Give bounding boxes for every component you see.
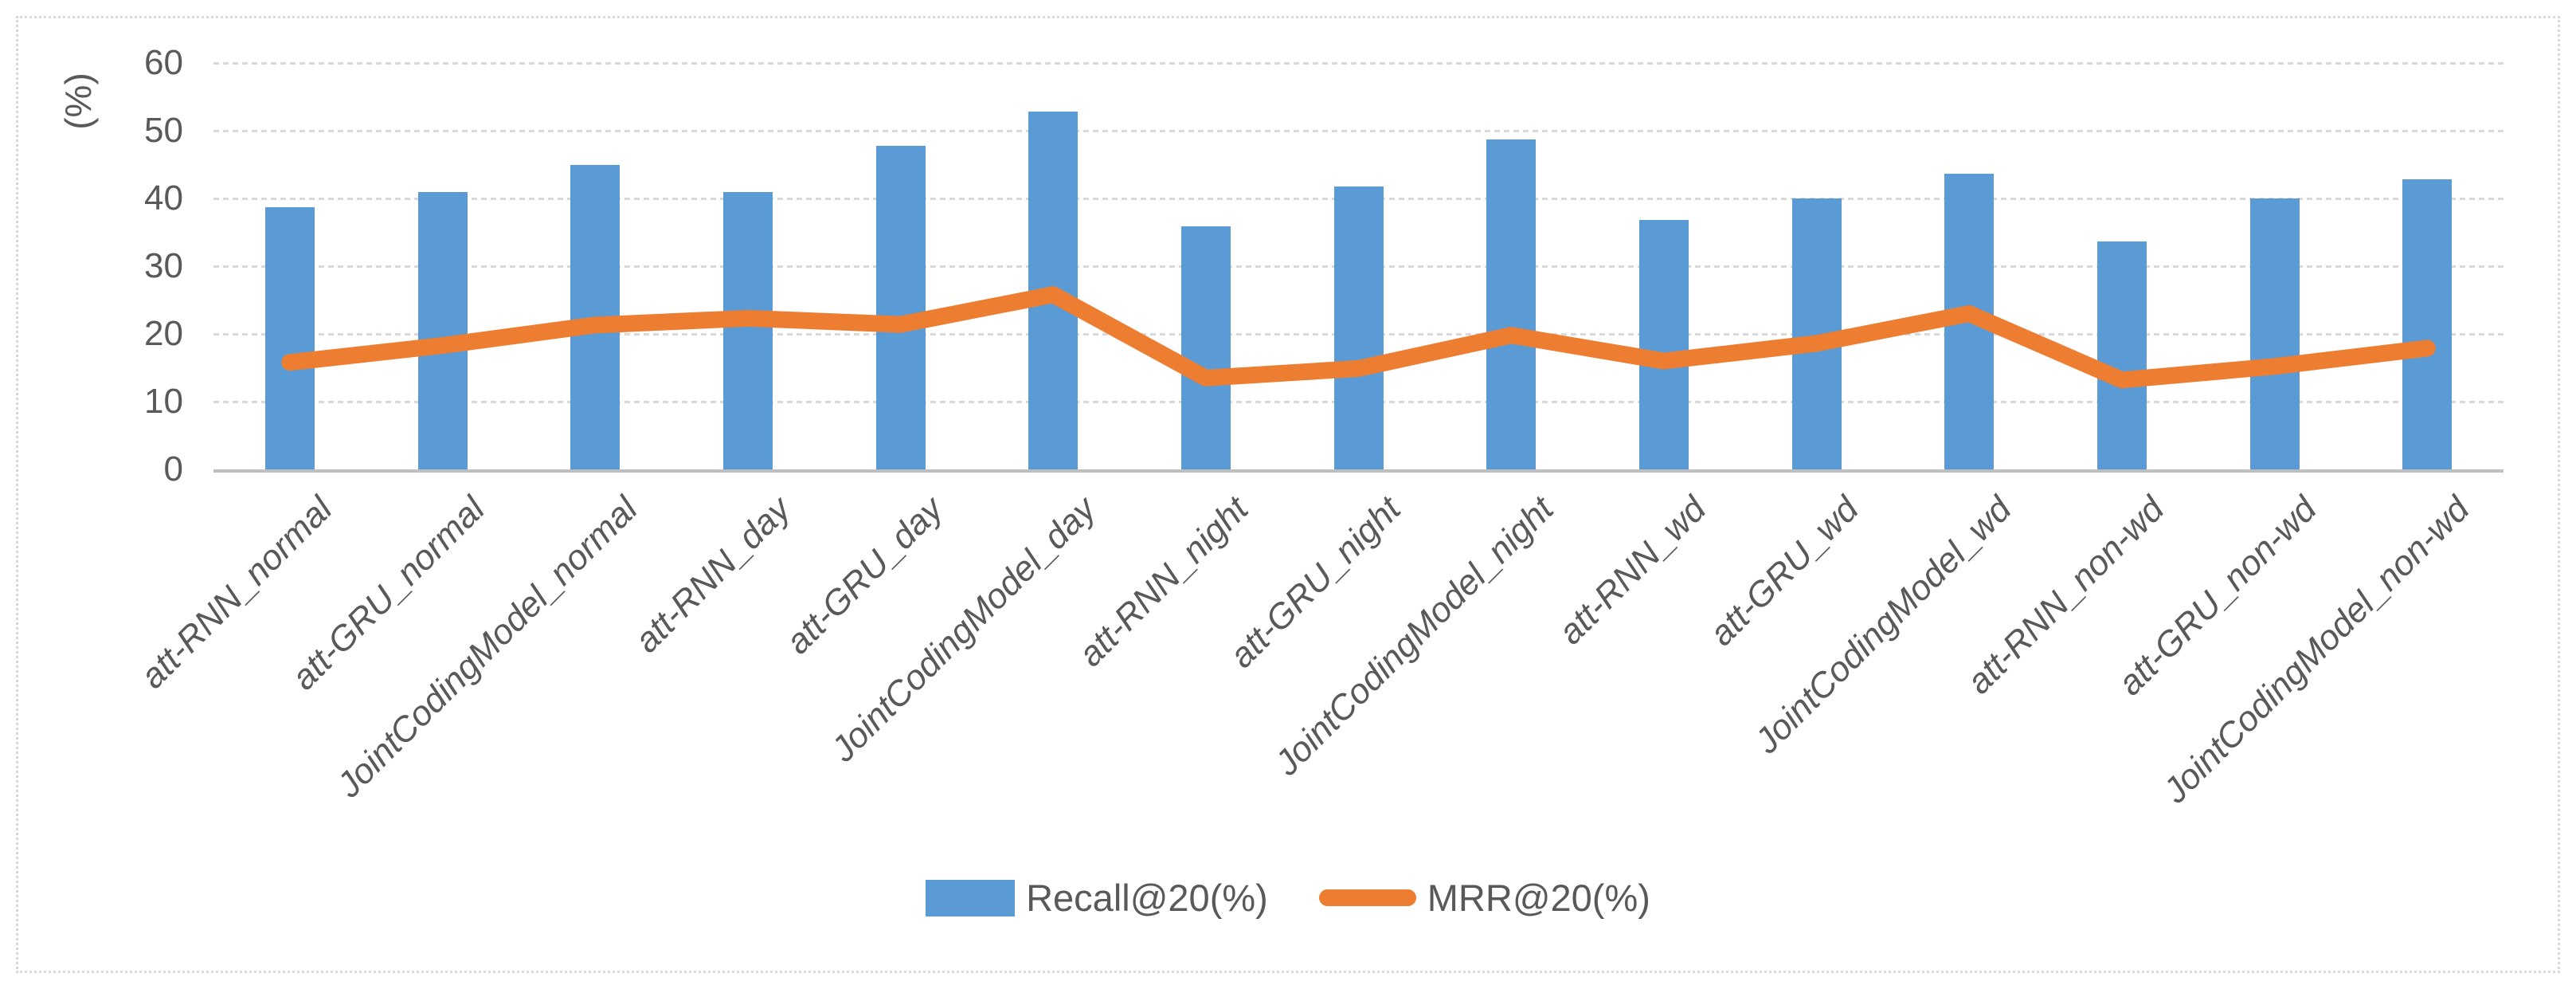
mrr-line (281, 286, 2436, 389)
y-axis-tick-label: 10 (144, 382, 183, 421)
y-axis-tick-label: 30 (144, 246, 183, 285)
y-axis-tick-label: 20 (144, 314, 183, 353)
recall-bar (2402, 179, 2453, 469)
gridline (213, 62, 2504, 65)
legend: Recall@20(%) MRR@20(%) (0, 879, 2576, 916)
recall-bar (1486, 139, 1537, 469)
recall-bar (2096, 241, 2147, 469)
y-axis-tick-label: 40 (144, 179, 183, 218)
legend-mrr-swatch (1318, 889, 1416, 906)
recall-bar (1180, 226, 1231, 469)
legend-item-recall: Recall@20(%) (926, 879, 1268, 916)
mrr-line-layer (281, 286, 2436, 389)
recall-bar (264, 207, 315, 469)
recall-bar (417, 192, 468, 469)
y-axis-tick-label: 50 (144, 111, 183, 150)
recall-bar (1333, 186, 1384, 469)
recall-bar (1638, 220, 1689, 469)
legend-recall-swatch (926, 879, 1016, 916)
figure-border (16, 16, 2560, 973)
gridline (213, 130, 2504, 132)
x-axis-line (213, 469, 2504, 473)
recall-bar (875, 145, 926, 469)
recall-bar (722, 192, 773, 469)
y-axis-tick-label: 0 (163, 449, 183, 489)
legend-recall-label: Recall@20(%) (1026, 877, 1268, 919)
recall-bar (2249, 198, 2300, 469)
y-axis-tick-label: 60 (144, 43, 183, 82)
legend-item-mrr: MRR@20(%) (1318, 877, 1650, 919)
plot-area (213, 62, 2504, 473)
legend-mrr-label: MRR@20(%) (1427, 877, 1650, 919)
